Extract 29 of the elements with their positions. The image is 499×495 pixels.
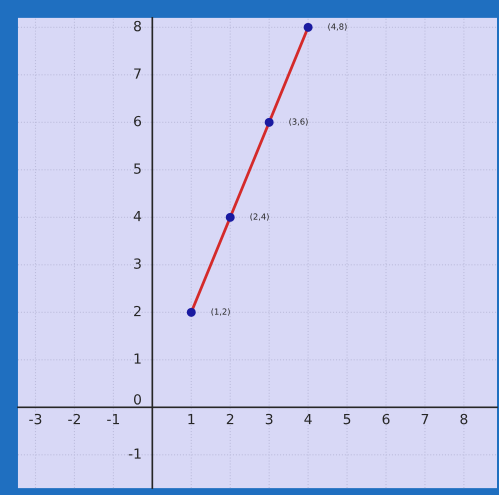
y-tick-label: 7 (134, 68, 141, 79)
x-tick-label: 8 (460, 414, 468, 424)
annotation: (1,2) (211, 308, 230, 316)
annotation: (3,6) (289, 118, 308, 126)
x-tick-label: 2 (226, 414, 234, 424)
x-tick-label: -3 (29, 414, 42, 424)
y-tick-label: -1 (128, 448, 141, 459)
y-tick-label: 5 (134, 164, 141, 174)
y-tick-label: 2 (134, 306, 141, 316)
x-tick-label: 1 (188, 414, 194, 424)
y-tick-label: 6 (134, 116, 142, 126)
point (264, 118, 274, 127)
y-tick-label: 3 (134, 258, 141, 269)
point (186, 308, 196, 317)
x-tick-label: 3 (266, 414, 272, 424)
x-tick-label: 7 (422, 414, 428, 424)
x-tick-label: 4 (304, 414, 312, 424)
x-tick-label: 5 (344, 414, 350, 424)
y-tick-label: 1 (134, 354, 141, 364)
x-tick-label: -2 (68, 414, 80, 424)
y-tick-label: 0 (134, 394, 141, 405)
y-tick-label: 4 (134, 211, 142, 222)
point (304, 22, 313, 32)
annotation: (2,4) (250, 213, 269, 221)
x-tick-label: 6 (382, 414, 390, 424)
annotation: (4,8) (328, 23, 347, 31)
y-tick-label: 8 (134, 20, 141, 32)
x-tick-label: -1 (107, 414, 120, 424)
point (226, 212, 235, 222)
